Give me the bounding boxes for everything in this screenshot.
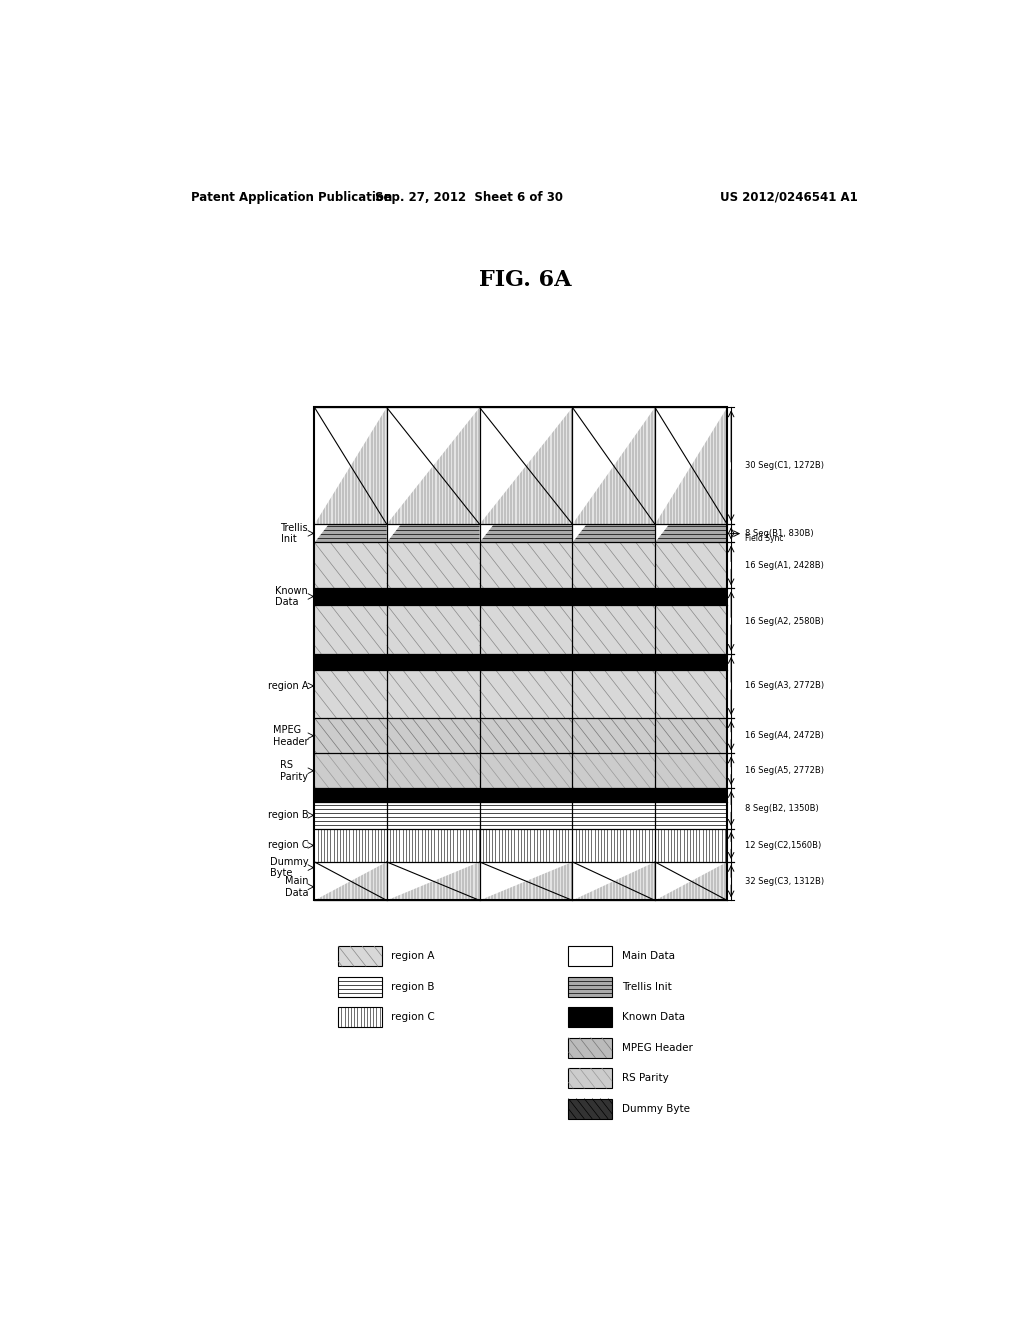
Text: MPEG
Header: MPEG Header (272, 725, 308, 747)
Bar (568, 1098, 612, 1119)
Text: Main Data: Main Data (622, 952, 675, 961)
Polygon shape (572, 408, 655, 524)
Polygon shape (479, 408, 572, 524)
Polygon shape (387, 408, 479, 524)
Text: MPEG Header: MPEG Header (622, 1043, 692, 1053)
Text: US 2012/0246541 A1: US 2012/0246541 A1 (720, 190, 858, 203)
Bar (572, 524, 655, 543)
Text: 16 Seg(A5, 2772B): 16 Seg(A5, 2772B) (744, 766, 823, 775)
Bar (338, 977, 382, 997)
Text: region C: region C (391, 1012, 435, 1022)
Bar (314, 589, 727, 605)
Text: region C: region C (267, 841, 308, 850)
Bar (655, 524, 727, 543)
Polygon shape (314, 524, 329, 543)
Text: 16 Seg(A1, 2428B): 16 Seg(A1, 2428B) (744, 561, 823, 570)
Polygon shape (655, 862, 727, 900)
Bar (568, 1007, 612, 1027)
Text: region A: region A (391, 952, 435, 961)
Text: Trellis
Init: Trellis Init (281, 523, 308, 544)
Bar (338, 1007, 382, 1027)
Text: Dummy Byte: Dummy Byte (622, 1104, 689, 1114)
Bar (314, 788, 727, 801)
Bar (314, 829, 727, 862)
Bar (314, 605, 727, 653)
Bar (314, 801, 727, 829)
Text: region B: region B (391, 982, 435, 991)
Text: Dummy
Byte: Dummy Byte (269, 857, 308, 878)
Text: Sep. 27, 2012  Sheet 6 of 30: Sep. 27, 2012 Sheet 6 of 30 (375, 190, 563, 203)
Bar (572, 862, 655, 900)
Text: 16 Seg(A4, 2472B): 16 Seg(A4, 2472B) (744, 731, 823, 741)
Text: FIG. 6A: FIG. 6A (478, 269, 571, 292)
Text: 8 Seg(B2, 1350B): 8 Seg(B2, 1350B) (744, 804, 818, 813)
Bar (387, 408, 479, 524)
Bar (314, 408, 387, 524)
Text: Field Sync: Field Sync (744, 535, 783, 544)
Polygon shape (655, 524, 670, 543)
Bar (479, 862, 572, 900)
Text: region A: region A (267, 681, 308, 690)
Bar (479, 524, 572, 543)
Text: 30 Seg(C1, 1272B): 30 Seg(C1, 1272B) (744, 461, 823, 470)
Polygon shape (655, 408, 727, 524)
Bar (314, 543, 727, 589)
Bar (572, 408, 655, 524)
Bar (338, 946, 382, 966)
Text: Known Data: Known Data (622, 1012, 685, 1022)
Text: 12 Seg(C2,1560B): 12 Seg(C2,1560B) (744, 841, 821, 850)
Bar (314, 862, 387, 900)
Bar (655, 408, 727, 524)
Text: 16 Seg(A2, 2580B): 16 Seg(A2, 2580B) (744, 616, 823, 626)
Text: Main
Data: Main Data (285, 876, 308, 898)
Bar (568, 1038, 612, 1057)
Bar (314, 524, 387, 543)
Text: RS Parity: RS Parity (622, 1073, 669, 1084)
Bar (655, 862, 727, 900)
Bar (479, 408, 572, 524)
Text: Trellis Init: Trellis Init (622, 982, 672, 991)
Bar (314, 408, 727, 900)
Polygon shape (479, 862, 572, 900)
Text: Patent Application Publication: Patent Application Publication (191, 190, 393, 203)
Bar (314, 653, 727, 669)
Text: RS
Parity: RS Parity (281, 760, 308, 781)
Bar (314, 669, 727, 718)
Bar (387, 524, 479, 543)
Polygon shape (479, 524, 494, 543)
Bar (314, 718, 727, 754)
Polygon shape (314, 408, 387, 524)
Polygon shape (387, 862, 479, 900)
Bar (568, 1068, 612, 1089)
Text: 32 Seg(C3, 1312B): 32 Seg(C3, 1312B) (744, 876, 823, 886)
Text: Known
Data: Known Data (275, 586, 308, 607)
Bar (568, 946, 612, 966)
Text: 16 Seg(A3, 2772B): 16 Seg(A3, 2772B) (744, 681, 823, 690)
Polygon shape (572, 862, 655, 900)
Text: 8 Seg(B1, 830B): 8 Seg(B1, 830B) (744, 529, 813, 537)
Polygon shape (572, 524, 587, 543)
Polygon shape (387, 524, 401, 543)
Polygon shape (314, 862, 387, 900)
Bar (314, 408, 727, 900)
Text: region B: region B (267, 810, 308, 820)
Bar (568, 977, 612, 997)
Bar (387, 862, 479, 900)
Bar (314, 754, 727, 788)
